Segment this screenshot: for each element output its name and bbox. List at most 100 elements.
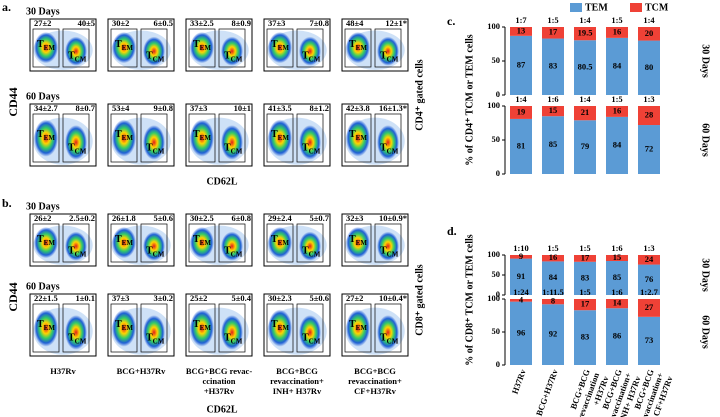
data-label: 83: [581, 332, 590, 342]
gate: [62, 28, 90, 68]
tem-percent: 30±2: [112, 18, 129, 28]
gate: [188, 113, 216, 163]
gate: [62, 113, 90, 163]
gate-label: TEM: [115, 129, 133, 141]
gate-label: TCM: [224, 333, 243, 345]
data-label: 85: [613, 272, 622, 282]
cell-density: [377, 231, 399, 261]
tem-percent: 33±2.5: [190, 18, 214, 28]
bar-segment: [574, 120, 596, 174]
bar-segment: [542, 261, 564, 295]
data-label: 19: [517, 106, 526, 116]
gate-t: T: [302, 333, 309, 344]
gate-t: T: [271, 39, 278, 50]
y-axis-label: CD44: [6, 87, 20, 116]
gate-t: T: [37, 319, 44, 330]
tcm-percent: 16±1.3*: [379, 103, 407, 113]
data-label: 28: [645, 109, 654, 119]
gate-t: T: [37, 234, 44, 245]
gate: [188, 28, 216, 68]
bar-segment: [638, 299, 660, 317]
ratio-label: 1:6: [611, 287, 622, 297]
gate: [344, 28, 372, 68]
y-tick-label: 0: [496, 168, 500, 178]
gate-label: TEM: [349, 129, 367, 141]
tem-percent: 42±3.8: [346, 103, 370, 113]
panel-label: d.: [447, 224, 457, 238]
gate-label: TCM: [380, 51, 399, 63]
text-line: revaccination+: [348, 376, 402, 386]
y-tick-label: 50: [492, 269, 501, 279]
x-axis-label: CD62L: [206, 404, 237, 415]
gate-t: T: [37, 39, 44, 50]
y-axis-label: % of CD8⁺ TCM or TEM cells: [464, 234, 475, 365]
gate-t: T: [271, 319, 278, 330]
data-label: 83: [549, 61, 558, 71]
cell-density: [190, 31, 214, 64]
bar-segment: [510, 255, 532, 259]
tem-percent: 34±2.7: [34, 103, 59, 113]
gate-t: T: [302, 246, 309, 257]
gate-label: TCM: [302, 246, 321, 258]
ratio-label: 1:4: [643, 15, 655, 25]
gate-sub: CM: [309, 337, 321, 345]
gate-label: TCM: [302, 333, 321, 345]
gate-t: T: [380, 246, 387, 257]
legend-label: TCM: [645, 2, 669, 13]
data-label: 73: [645, 335, 654, 345]
gate: [296, 223, 324, 263]
data-label: 15: [549, 105, 558, 115]
gate-sub: EM: [122, 44, 134, 52]
gate: [62, 223, 90, 263]
text-line: BCG+H37Rv: [534, 367, 560, 417]
gate-t: T: [349, 129, 356, 140]
gate-t: T: [68, 333, 75, 344]
tcm-percent: 10±1: [234, 103, 251, 113]
gate-t: T: [68, 51, 75, 62]
bar-segment: [542, 27, 564, 39]
bar-segment: [510, 27, 532, 36]
gate-label: TCM: [68, 143, 87, 155]
gate: [110, 223, 138, 263]
gate-sub: EM: [44, 134, 56, 142]
gate-t: T: [193, 129, 200, 140]
gate-t: T: [349, 319, 356, 330]
gate-sub: CM: [75, 337, 87, 345]
data-label: 72: [645, 143, 654, 153]
gate-t: T: [302, 51, 309, 62]
gate-sub: EM: [122, 134, 134, 142]
gate-label: TCM: [302, 143, 321, 155]
cell-density: [65, 231, 87, 261]
tem-percent: 27±2: [346, 293, 363, 303]
text-line: H37Rv: [50, 366, 76, 376]
bar-segment: [574, 106, 596, 121]
gate-sub: EM: [356, 134, 368, 142]
data-label: 15: [613, 252, 622, 262]
tem-percent: 29±2.4: [268, 213, 293, 223]
row-title: 30 Days: [26, 6, 60, 17]
bar-segment: [542, 255, 564, 262]
bar-segment: [510, 301, 532, 365]
gate-t: T: [380, 333, 387, 344]
bar-segment: [510, 299, 532, 302]
legend-swatch: [630, 3, 642, 12]
cell-density: [221, 36, 243, 66]
gate-label: TEM: [115, 39, 133, 51]
tcm-percent: 7±0.8: [309, 18, 329, 28]
y-tick-label: 50: [492, 55, 501, 65]
data-label: 13: [517, 25, 526, 35]
ratio-label: 1:5: [611, 94, 622, 104]
bar-segment: [510, 106, 532, 119]
row-title: 60 Days: [26, 91, 60, 102]
gate-label: TEM: [271, 129, 289, 141]
data-label: 76: [645, 274, 654, 284]
gate-label: TEM: [271, 319, 289, 331]
gate-label: TEM: [115, 234, 133, 246]
gate-sub: CM: [153, 337, 165, 345]
side-title: 30 Days: [700, 44, 711, 78]
gate-label: TCM: [224, 143, 243, 155]
tcm-percent: 8±0.7: [75, 103, 95, 113]
gate-label: TCM: [380, 333, 399, 345]
cell-density: [268, 119, 292, 157]
